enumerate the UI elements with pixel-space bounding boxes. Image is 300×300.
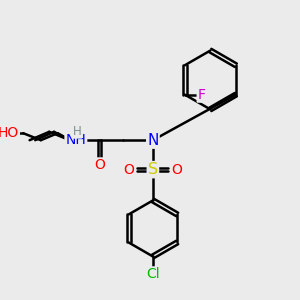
Text: O: O [171,163,182,177]
Text: S: S [148,162,158,177]
Text: NH: NH [65,133,86,147]
Text: HO: HO [0,126,18,140]
Text: F: F [198,88,206,102]
Text: Cl: Cl [146,267,160,281]
Text: H: H [73,125,81,138]
Text: O: O [94,158,105,172]
Text: O: O [124,163,134,177]
Text: N: N [147,133,159,148]
